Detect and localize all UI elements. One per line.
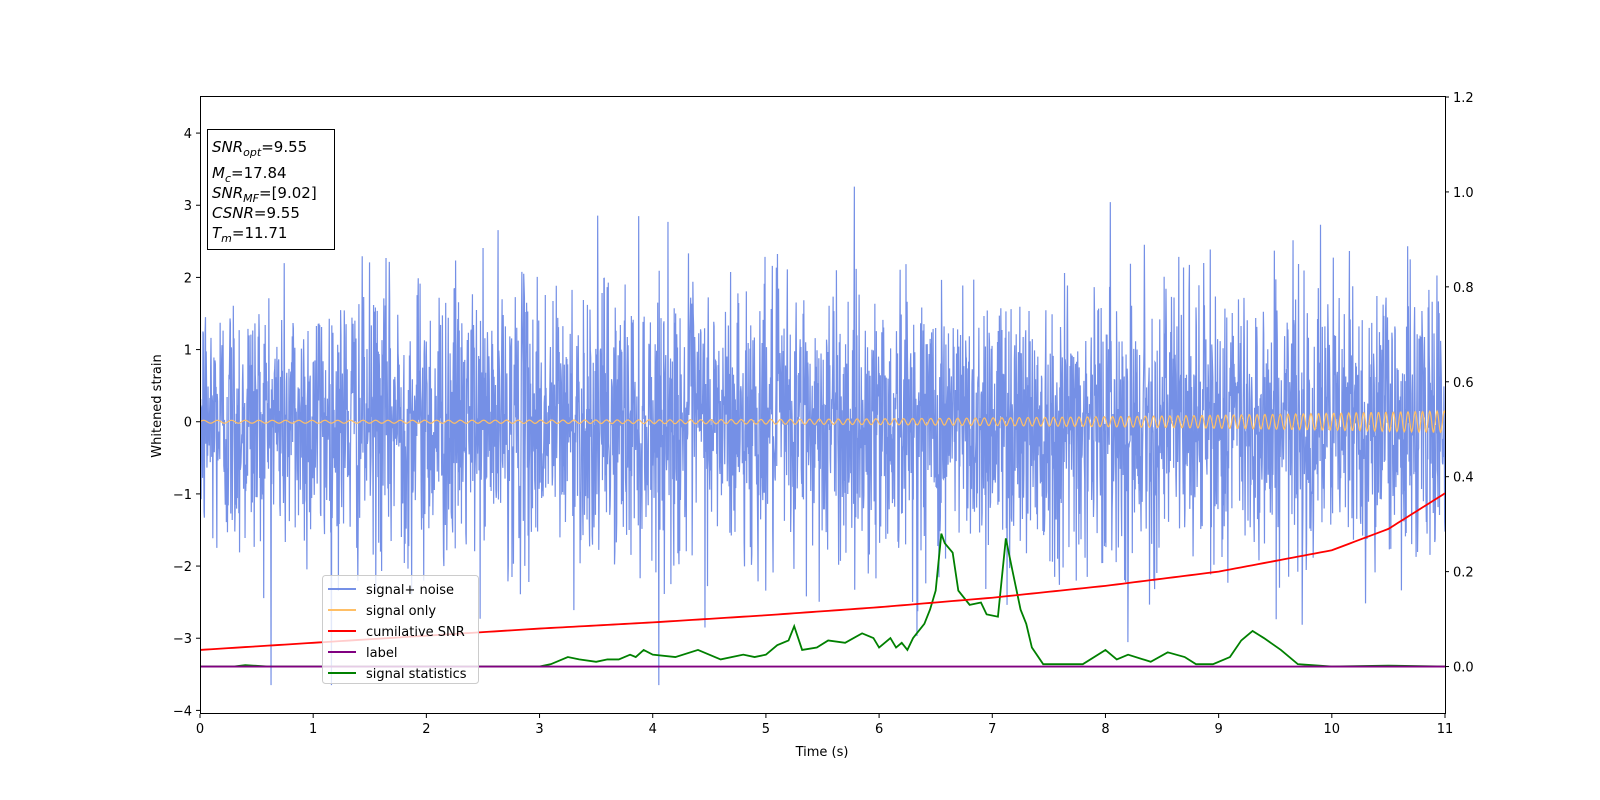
y2-tick-label: 0.4 [1453,471,1474,486]
annotation-box: SNRopt=9.55 Mc=17.84 SNRMF=[9.02] CSNR=9… [207,129,335,250]
x-axis-label: Time (s) [795,745,849,760]
legend-label: cumilative SNR [366,625,465,640]
y2-tick-label: 1.0 [1453,186,1474,201]
y-tick-label: 0 [184,416,192,431]
y2-tick-label: 0.8 [1453,281,1474,296]
signal-statistics-line [200,533,1445,668]
x-tick-label: 5 [762,722,770,737]
y2-axis: 0.0 0.2 0.4 0.6 0.8 1.0 1.2 [1445,91,1474,676]
signal-statistics-series [200,533,1445,668]
legend-label: label [366,646,397,661]
y-tick-label: 3 [184,199,192,214]
x-tick-label: 2 [422,722,430,737]
y2-tick-label: 0.6 [1453,376,1474,391]
y-axis-label: Whitened strain [150,354,165,457]
x-tick-label: 0 [196,722,204,737]
x-tick-label: 9 [1214,722,1222,737]
y2-tick-label: 0.0 [1453,661,1474,676]
plot-frame [200,96,1446,714]
legend-label: signal only [366,604,436,619]
y-tick-label: 2 [184,271,192,286]
annotation-mc: Mc=17.84 [212,164,287,185]
legend-label: signal+ noise [366,583,454,598]
y-tick-label: 4 [184,127,192,142]
signal-plus-noise-line [200,186,1445,686]
y2-tick-label: 0.2 [1453,566,1474,581]
x-tick-label: 3 [535,722,543,737]
y-tick-label: −2 [173,560,192,575]
y-tick-label: −4 [173,704,192,719]
annotation-snr-mf: SNRMF=[9.02] [212,184,317,205]
y-axis: −4 −3 −2 −1 0 1 2 3 4 [173,127,200,719]
x-tick-label: 1 [309,722,317,737]
signal-plus-noise-series [200,186,1445,686]
x-tick-label: 6 [875,722,883,737]
x-tick-label: 4 [649,722,657,737]
annotation-tm: Tm=11.71 [212,224,287,245]
y2-tick-label: 1.2 [1453,91,1474,106]
annotation-csnr: CSNR=9.55 [212,204,300,222]
y-tick-label: −1 [173,488,192,503]
legend: signal+ noise signal only cumilative SNR la… [322,575,479,684]
legend-label: signal statistics [366,667,467,682]
x-tick-label: 8 [1101,722,1109,737]
legend-box [322,575,479,684]
signal-only-line [200,409,1445,434]
x-tick-label: 7 [988,722,996,737]
annotation-snr-opt: SNRopt=9.55 [212,138,307,159]
y-tick-label: 1 [184,344,192,359]
y-tick-label: −3 [173,632,192,647]
x-axis: 0 1 2 3 4 5 6 7 8 9 10 11 [196,714,1453,737]
signal-only-series [200,409,1445,434]
x-tick-label: 10 [1324,722,1341,737]
x-tick-label: 11 [1437,722,1454,737]
